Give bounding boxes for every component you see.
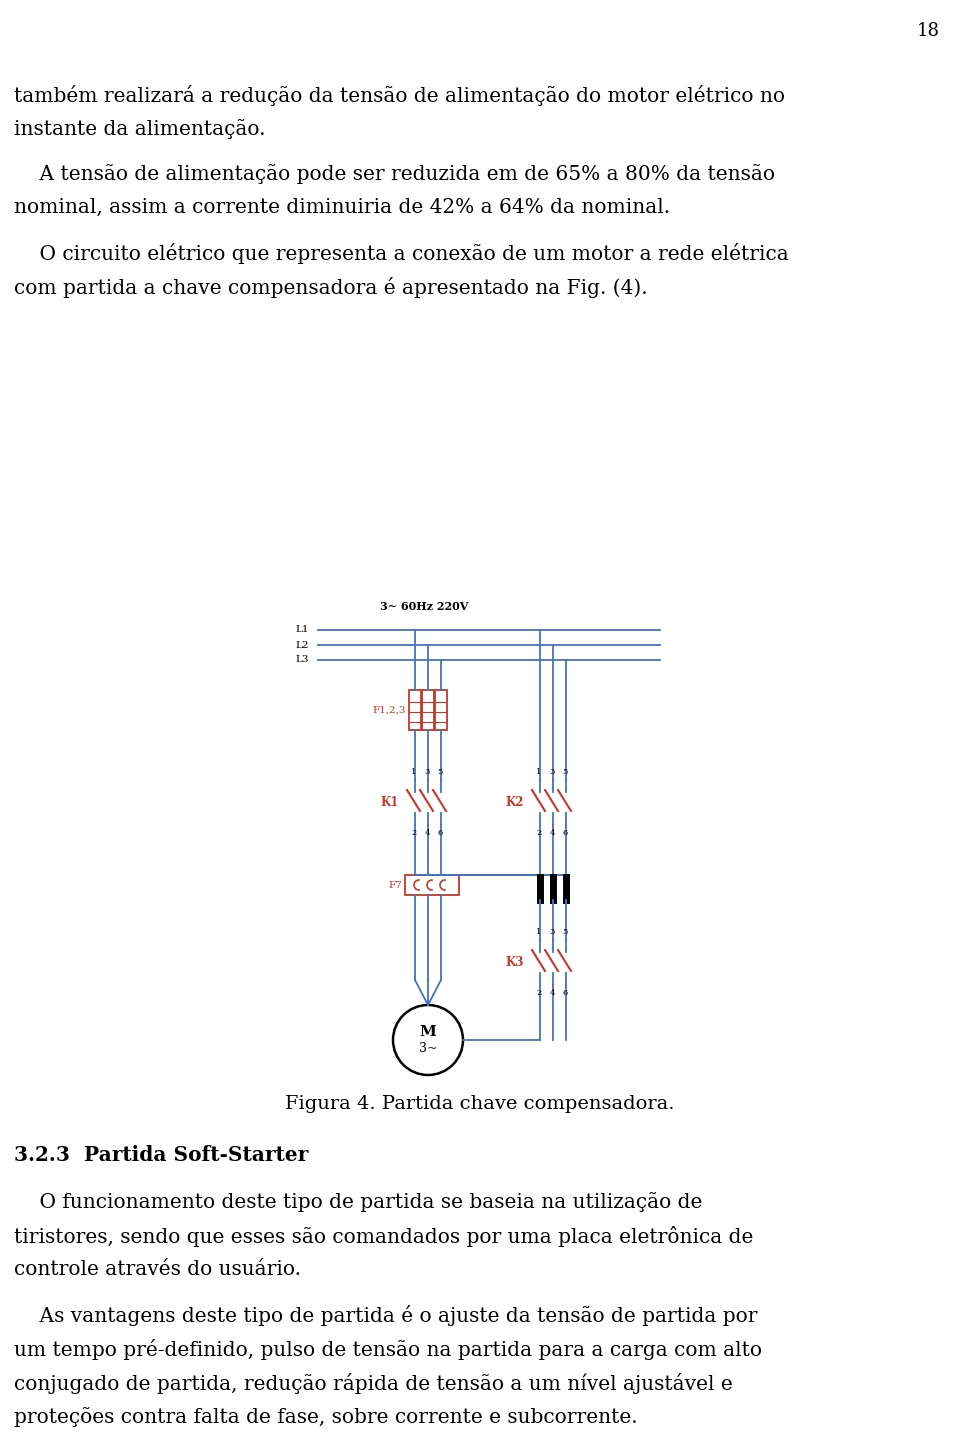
Text: proteções contra falta de fase, sobre corrente e subcorrente.: proteções contra falta de fase, sobre co… (14, 1407, 637, 1427)
Text: também realizará a redução da tensão de alimentação do motor elétrico no: também realizará a redução da tensão de … (14, 85, 785, 107)
Bar (409, 690, 421, 730)
Text: 1: 1 (537, 927, 541, 936)
Text: 1: 1 (411, 768, 417, 776)
Text: 3.2.3  Partida Soft-Starter: 3.2.3 Partida Soft-Starter (14, 1145, 308, 1165)
Text: instante da alimentação.: instante da alimentação. (14, 120, 266, 140)
Text: 3~ 60Hz 220V: 3~ 60Hz 220V (380, 600, 468, 612)
Bar (422, 690, 434, 730)
Text: L1: L1 (295, 625, 308, 635)
Text: M: M (420, 1025, 437, 1040)
Text: L2: L2 (295, 641, 308, 649)
Text: O circuito elétrico que representa a conexão de um motor a rede elétrica: O circuito elétrico que representa a con… (14, 243, 789, 264)
Text: F7: F7 (388, 880, 402, 890)
Bar (435, 690, 447, 730)
Text: com partida a chave compensadora é apresentado na Fig. (4).: com partida a chave compensadora é apres… (14, 276, 648, 298)
Text: A tensão de alimentação pode ser reduzida em de 65% a 80% da tensão: A tensão de alimentação pode ser reduzid… (14, 164, 775, 184)
Text: K2: K2 (506, 796, 524, 809)
Text: 3: 3 (549, 927, 555, 936)
Text: 4: 4 (549, 829, 555, 837)
Text: 4: 4 (549, 989, 555, 996)
Text: F1,2,3: F1,2,3 (372, 706, 406, 714)
Text: 4: 4 (424, 829, 430, 837)
Text: 3: 3 (424, 768, 430, 776)
Text: 6: 6 (563, 989, 567, 996)
Text: 5: 5 (438, 768, 443, 776)
Text: Figura 4. Partida chave compensadora.: Figura 4. Partida chave compensadora. (285, 1094, 675, 1113)
Text: 3: 3 (549, 768, 555, 776)
Text: 5: 5 (563, 927, 567, 936)
Text: 18: 18 (917, 22, 940, 40)
Text: tiristores, sendo que esses são comandados por uma placa eletrônica de: tiristores, sendo que esses são comandad… (14, 1225, 754, 1247)
Text: 6: 6 (438, 829, 443, 837)
Text: conjugado de partida, redução rápida de tensão a um nível ajustável e: conjugado de partida, redução rápida de … (14, 1372, 732, 1394)
Text: 2: 2 (537, 829, 541, 837)
Text: 2: 2 (412, 829, 417, 837)
Text: As vantagens deste tipo de partida é o ajuste da tensão de partida por: As vantagens deste tipo de partida é o a… (14, 1305, 757, 1326)
Text: controle através do usuário.: controle através do usuário. (14, 1260, 301, 1279)
Text: K1: K1 (380, 796, 399, 809)
Text: 3~: 3~ (419, 1043, 437, 1056)
Text: O funcionamento deste tipo de partida se baseia na utilização de: O funcionamento deste tipo de partida se… (14, 1192, 703, 1212)
Text: 6: 6 (563, 829, 567, 837)
Text: um tempo pré-definido, pulso de tensão na partida para a carga com alto: um tempo pré-definido, pulso de tensão n… (14, 1339, 762, 1359)
Text: K3: K3 (506, 956, 524, 969)
Text: nominal, assim a corrente diminuiria de 42% a 64% da nominal.: nominal, assim a corrente diminuiria de … (14, 197, 670, 217)
Text: L3: L3 (295, 655, 308, 664)
Text: 5: 5 (563, 768, 567, 776)
Text: 2: 2 (537, 989, 541, 996)
Text: 1: 1 (537, 768, 541, 776)
Bar (405, 876, 459, 896)
